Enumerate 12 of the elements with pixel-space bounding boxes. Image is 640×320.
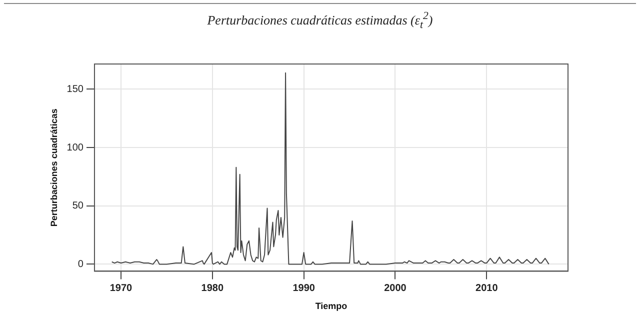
x-tick-label: 2000 (384, 282, 407, 294)
y-tick-label: 0 (78, 258, 84, 270)
chart-title: Perturbaciones cuadráticas estimadas (ε$_{t}$$^{2}$) (206, 10, 434, 31)
y-tick-label: 150 (66, 84, 84, 95)
x-tick-label: 2010 (476, 282, 498, 294)
y-axis-title: Perturbaciones cuadráticas (48, 108, 59, 227)
x-axis-title: Tiempo (315, 301, 348, 312)
y-tick-label: 50 (72, 200, 84, 212)
x-tick-label: 1970 (110, 282, 133, 294)
x-tick-label: 1980 (201, 282, 224, 294)
x-tick-label: 1990 (292, 282, 316, 294)
y-tick-label: 100 (66, 142, 84, 154)
